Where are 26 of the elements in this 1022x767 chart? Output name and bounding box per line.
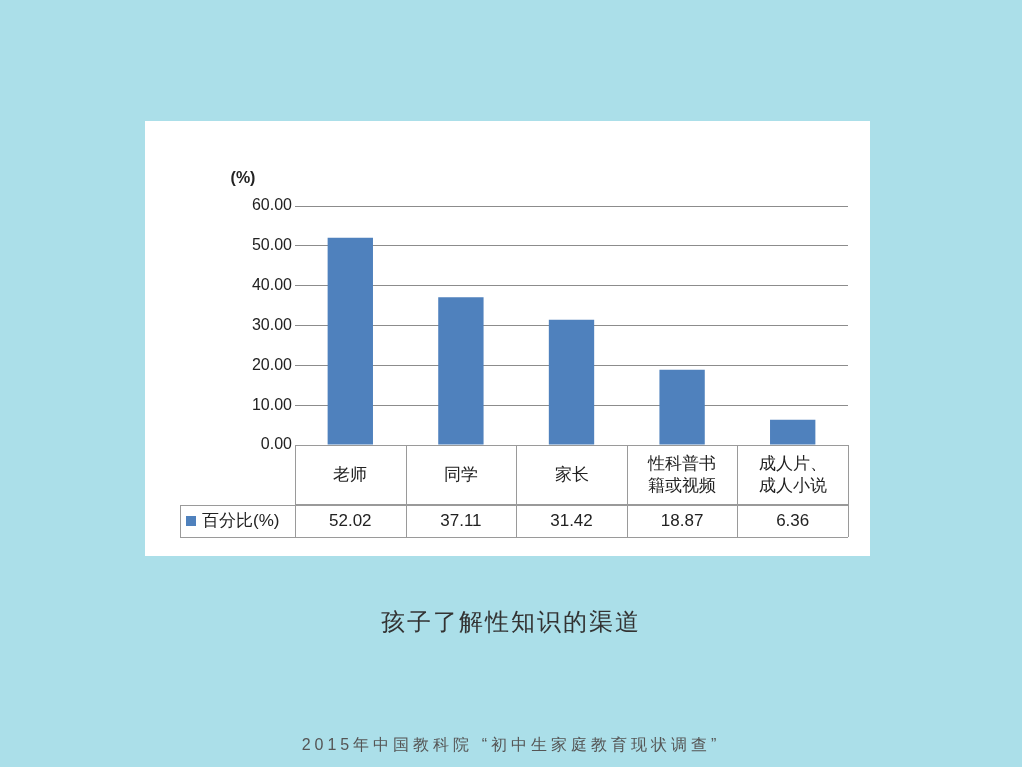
- y-tick-label: 30.00: [251, 315, 293, 333]
- data-label: 37.11: [440, 510, 482, 530]
- x-tick-label: 老师: [333, 464, 368, 484]
- y-tick-label: 40.00: [251, 276, 293, 294]
- text: 孩子了解性知识的渠道: [380, 607, 642, 637]
- bar: [659, 369, 705, 445]
- legend-label: 百分比(%): [202, 510, 280, 530]
- bar: [327, 237, 373, 445]
- bar: [438, 297, 484, 445]
- y-tick-label: 50.00: [251, 236, 293, 254]
- bar: [770, 419, 816, 445]
- x-tick-label: 同学: [443, 464, 478, 484]
- x-tick-label: 成人片、成人小说: [758, 453, 827, 495]
- data-label: 31.42: [550, 510, 593, 530]
- y-tick-label: 10.00: [251, 395, 293, 413]
- x-tick-label: 家长: [554, 464, 589, 484]
- bar: [548, 319, 595, 445]
- data-label: 18.87: [660, 510, 704, 530]
- data-label: 52.02: [329, 510, 372, 530]
- y-tick-label: 20.00: [251, 355, 293, 373]
- y-tick-label: 0.00: [260, 435, 293, 453]
- y-tick-label: 60.00: [251, 196, 293, 214]
- x-tick-label: 性科普书籍或视频: [647, 453, 717, 495]
- text: 2015年中国教科院 “初中生家庭教育现状调查”: [300, 735, 722, 755]
- y-axis-title: (%): [230, 169, 256, 187]
- data-label: 6.36: [776, 510, 810, 530]
